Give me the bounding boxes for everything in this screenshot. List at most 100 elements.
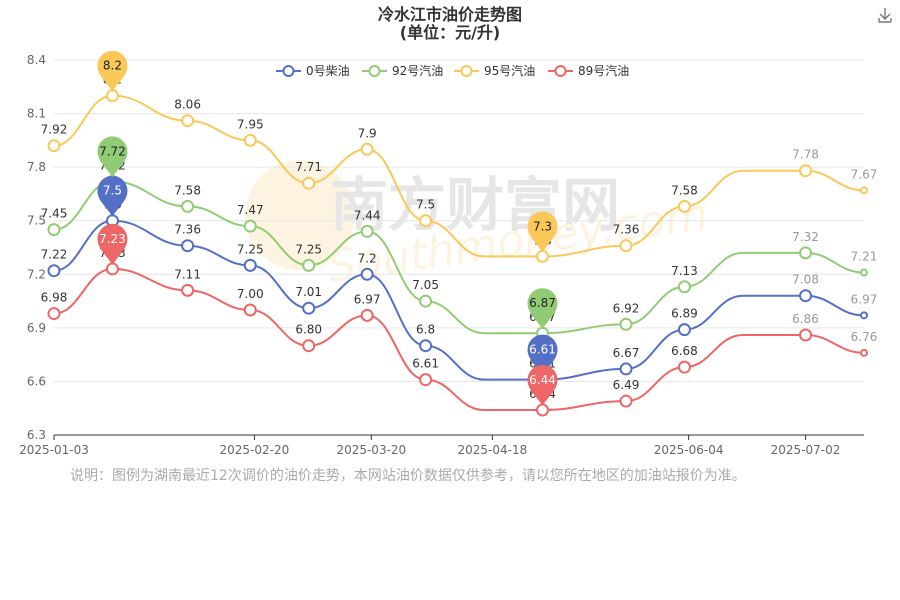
data-point [360, 308, 374, 322]
data-label: 6.67 [613, 346, 640, 360]
data-label: 7.67 [851, 167, 878, 181]
data-point [105, 89, 119, 103]
data-point [47, 139, 61, 153]
data-label: 7.21 [851, 250, 878, 264]
data-label: 6.97 [354, 292, 381, 306]
data-point [799, 246, 813, 260]
data-point [419, 294, 433, 308]
pin-label: 7.72 [99, 144, 126, 158]
data-point [419, 214, 433, 228]
pin-shape [527, 211, 558, 253]
data-point [677, 323, 691, 337]
data-point [536, 249, 550, 263]
data-point [181, 283, 195, 297]
x-axis: 2025-01-03 2025-02-20 2025-03-20 2025-04-18… [19, 434, 864, 457]
data-point [243, 133, 257, 147]
x-tick-label: 2025-01-03 [19, 443, 89, 457]
y-tick-label: 7.5 [27, 214, 46, 228]
data-point [360, 224, 374, 238]
data-label: 7.11 [174, 267, 201, 281]
x-tick-label: 2025-02-20 [220, 443, 290, 457]
data-point [677, 360, 691, 374]
data-point [47, 264, 61, 278]
mark-point-max: 8.2 [97, 50, 128, 92]
data-point [302, 258, 316, 272]
legend-swatch-marker [460, 65, 473, 77]
watermark-logo-circle [245, 160, 355, 270]
legend-item[interactable]: 0号柴油 [276, 64, 350, 78]
data-label: 7.25 [295, 242, 322, 256]
data-label: 7.00 [237, 287, 264, 301]
data-point [243, 258, 257, 272]
y-tick-label: 8.1 [27, 107, 46, 121]
legend-swatch-marker [368, 65, 381, 77]
data-label: 6.61 [412, 357, 439, 371]
pin-shape [97, 223, 128, 265]
data-point [536, 403, 550, 417]
data-point [799, 164, 813, 178]
series-layer [47, 89, 868, 417]
download-icon[interactable] [878, 8, 892, 23]
data-label: 7.05 [412, 278, 439, 292]
data-point [619, 317, 633, 331]
data-label: 7.71 [295, 160, 322, 174]
data-point [419, 373, 433, 387]
data-label: 6.97 [851, 292, 878, 306]
data-point [302, 176, 316, 190]
series-2 [47, 89, 868, 263]
data-point [419, 339, 433, 353]
data-label: 7.32 [792, 230, 819, 244]
data-label: 7.95 [237, 117, 264, 131]
mark-point-min: 6.87 [527, 288, 558, 330]
y-tick-label: 7.8 [27, 160, 46, 174]
data-point [677, 280, 691, 294]
pin-label: 6.87 [529, 296, 556, 310]
data-label: 7.58 [174, 183, 201, 197]
mark-points: 7.5 6.61 7.72 6.87 8.2 7.3 7.23 6.44 [97, 50, 558, 406]
chart-subtitle: (单位：元/升) [400, 23, 500, 42]
y-axis: 6.3 6.6 6.9 7.2 7.5 7.8 8.1 8.4 [27, 53, 46, 442]
data-point [799, 328, 813, 342]
x-tick-label: 2025-07-02 [771, 443, 841, 457]
chart-title: 冷水江市油价走势图 [378, 5, 522, 24]
legend-swatch-marker [554, 65, 567, 77]
series-line [53, 267, 865, 411]
data-point [860, 311, 868, 320]
data-point [677, 199, 691, 213]
x-tick-label: 2025-06-04 [654, 443, 724, 457]
mark-point-max: 7.5 [97, 175, 128, 217]
chart-note: 说明：图例为湖南最近12次调价的油价走势，本网站油价数据仅供参考，请以您所在地区… [70, 468, 746, 484]
data-label: 6.80 [295, 323, 322, 337]
data-label: 6.89 [671, 307, 698, 321]
legend-swatch-marker [282, 65, 295, 77]
y-tick-label: 8.4 [27, 53, 46, 67]
legend-item[interactable]: 89号汽油 [548, 63, 629, 78]
data-point [860, 268, 868, 277]
legend-label: 92号汽油 [392, 63, 443, 78]
pin-label: 6.44 [529, 373, 556, 387]
mark-point-min: 7.3 [527, 211, 558, 253]
data-label: 7.47 [237, 203, 264, 217]
data-point [302, 339, 316, 353]
pin-label: 6.61 [529, 343, 556, 357]
watermark-text: 南方财富网 [330, 171, 620, 239]
data-label: 7.01 [295, 285, 322, 299]
data-point [302, 301, 316, 315]
legend-item[interactable]: 92号汽油 [362, 63, 443, 78]
data-label: 7.92 [41, 123, 68, 137]
data-label: 6.8 [416, 323, 435, 337]
watermark: 南方财富网 Southmoney.com [245, 160, 711, 293]
data-point [360, 142, 374, 156]
pin-label: 7.5 [103, 184, 122, 198]
legend-label: 89号汽油 [578, 63, 629, 78]
pin-shape [97, 50, 128, 92]
mark-point-min: 6.44 [527, 365, 558, 406]
pin-shape [527, 334, 558, 376]
data-label: 6.68 [671, 344, 698, 358]
legend-item[interactable]: 95号汽油 [454, 63, 535, 78]
pin-label: 7.23 [99, 232, 126, 246]
data-label: 7.36 [613, 223, 640, 237]
data-point [799, 289, 813, 303]
mark-point-min: 6.61 [527, 334, 558, 376]
